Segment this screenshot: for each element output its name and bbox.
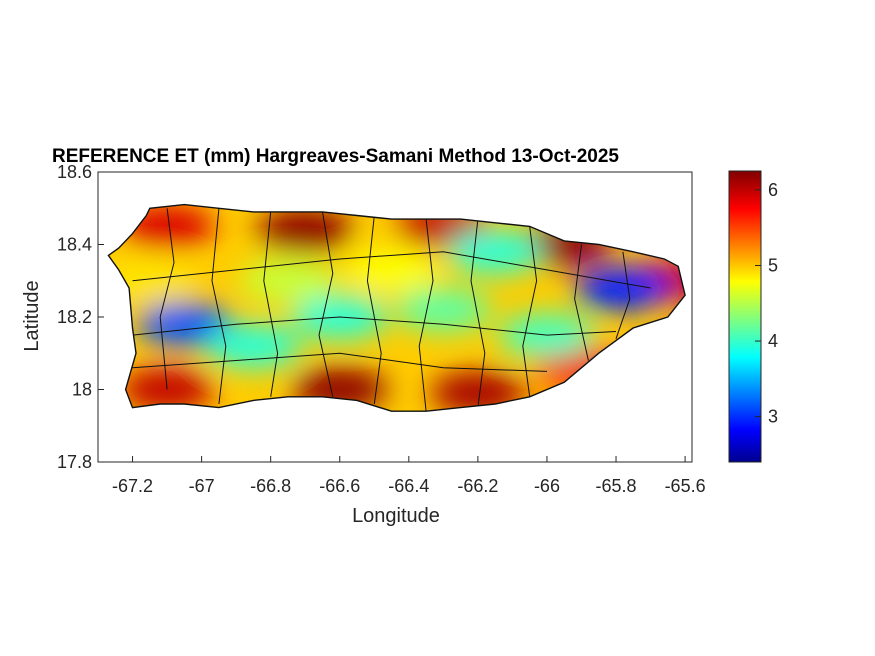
municipality-line xyxy=(574,244,589,361)
x-tick-label: -67 xyxy=(189,476,215,496)
y-tick-label: 18.4 xyxy=(57,235,92,255)
heat-cell xyxy=(257,208,354,252)
colorbar-tick-label: 4 xyxy=(768,331,778,351)
municipality-line xyxy=(522,226,538,397)
municipality-boundaries xyxy=(132,208,651,412)
municipality-line xyxy=(211,208,227,405)
municipality-line xyxy=(615,251,631,339)
y-axis-label: Latitude xyxy=(21,280,43,351)
heat-cell xyxy=(447,229,544,274)
colorbar-tick-label: 3 xyxy=(768,407,778,427)
municipality-line xyxy=(159,208,175,390)
x-tick-label: -66 xyxy=(534,476,560,496)
heat-cell xyxy=(136,302,233,347)
municipality-line xyxy=(132,251,651,289)
heat-cell xyxy=(343,247,440,292)
municipality-line xyxy=(470,219,486,408)
municipality-line xyxy=(318,211,334,397)
heat-cell xyxy=(239,258,336,303)
x-tick-label: -66.8 xyxy=(250,476,291,496)
y-axis-ticks: 17.8 18 18.2 18.4 18.6 xyxy=(57,162,104,472)
x-axis-ticks: -67.2 -67 -66.8 -66.6 -66.4 -66.2 -66 -65.8 -65.… xyxy=(112,456,706,496)
municipality-line xyxy=(132,316,617,336)
y-tick-label: 18 xyxy=(72,380,92,400)
colorbar xyxy=(728,170,762,463)
colorbar-ticks: 3 4 5 6 xyxy=(755,180,778,427)
x-tick-label: -66.4 xyxy=(388,476,429,496)
y-tick-label: 17.8 xyxy=(57,452,92,472)
x-axis-label: Longitude xyxy=(352,505,440,527)
x-tick-label: -65.6 xyxy=(665,476,706,496)
y-tick-label: 18.6 xyxy=(57,162,92,182)
x-tick-label: -66.6 xyxy=(319,476,360,496)
municipality-line xyxy=(418,219,434,412)
colorbar-tick-label: 5 xyxy=(768,255,778,275)
x-tick-label: -67.2 xyxy=(112,476,153,496)
island-coastline xyxy=(107,203,686,412)
chart-title: REFERENCE ET (mm) Hargreaves-Samani Meth… xyxy=(52,146,619,167)
heat-cell xyxy=(574,266,671,310)
y-tick-label: 18.2 xyxy=(57,307,92,327)
colorbar-tick-label: 6 xyxy=(768,180,778,200)
municipality-line xyxy=(263,211,279,397)
heat-cell xyxy=(395,287,492,332)
x-tick-label: -66.2 xyxy=(457,476,498,496)
x-tick-label: -65.8 xyxy=(596,476,637,496)
municipality-line xyxy=(132,352,548,372)
municipality-line xyxy=(366,215,382,405)
